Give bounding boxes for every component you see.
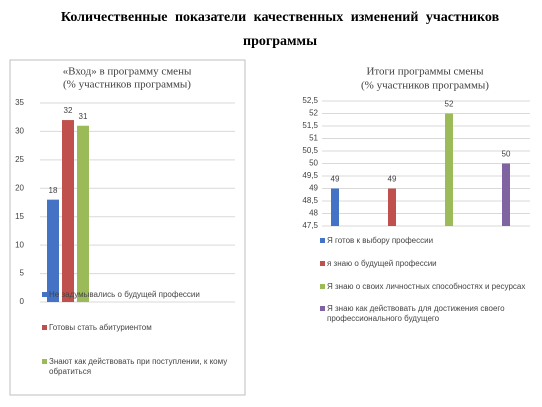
y-tick-label: 49	[309, 184, 318, 193]
legend-label: я знаю о будущей профессии	[327, 259, 437, 268]
y-tick-label: 47,5	[302, 221, 318, 230]
legend-label: Я готов к выбору профессии	[327, 236, 434, 245]
legend-swatch	[320, 284, 325, 289]
legend-swatch	[320, 306, 325, 311]
legend-swatch	[42, 359, 47, 364]
legend-swatch	[42, 292, 47, 297]
chart-title: «Вход» в программу смены	[63, 66, 192, 78]
y-tick-label: 10	[15, 240, 24, 249]
chart-border	[9, 59, 246, 396]
y-tick-label: 49,5	[302, 171, 318, 180]
y-tick-label: 0	[20, 297, 25, 306]
data-label: 49	[388, 175, 397, 184]
y-tick-label: 52,5	[302, 96, 318, 105]
data-label: 18	[49, 186, 58, 195]
bar	[331, 188, 339, 226]
y-tick-label: 15	[15, 212, 24, 221]
y-tick-label: 51,5	[302, 121, 318, 130]
y-tick-label: 48,5	[302, 196, 318, 205]
legend-swatch	[320, 261, 325, 266]
data-label: 49	[331, 175, 340, 184]
legend-label: Знают как действовать при поступлении, к…	[49, 357, 228, 376]
chart-subtitle: (% участников программы)	[63, 79, 191, 91]
data-label: 31	[79, 112, 88, 121]
bar	[47, 199, 59, 302]
y-tick-label: 50,5	[302, 146, 318, 155]
bar	[445, 113, 453, 226]
legend-swatch	[42, 325, 47, 330]
data-label: 50	[502, 150, 511, 159]
data-label: 32	[64, 106, 73, 115]
data-label: 52	[445, 100, 454, 109]
legend-swatch	[320, 238, 325, 243]
bar	[77, 125, 89, 302]
y-tick-label: 5	[20, 269, 25, 278]
y-tick-label: 52	[309, 109, 318, 118]
legend-label: Готовы стать абитуриентом	[49, 323, 152, 332]
y-tick-label: 20	[15, 183, 24, 192]
chart-subtitle: (% участников программы)	[361, 80, 489, 92]
bar	[388, 188, 396, 226]
y-tick-label: 48	[309, 209, 318, 218]
y-tick-label: 50	[309, 159, 318, 168]
y-tick-label: 30	[15, 127, 24, 136]
bar	[62, 120, 74, 302]
y-tick-label: 35	[15, 98, 24, 107]
y-tick-label: 25	[15, 155, 24, 164]
bar	[502, 163, 510, 226]
legend-label: Не задумывались о будущей профессии	[49, 290, 200, 299]
legend-label: Я знаю о своих личностных способностях и…	[327, 282, 526, 291]
page-title: Количественные показатели качественных и…	[60, 10, 500, 49]
y-tick-label: 51	[309, 134, 318, 143]
legend-label: Я знаю как действовать для достижения св…	[327, 304, 505, 323]
chart-title: Итоги программы смены	[366, 66, 484, 78]
